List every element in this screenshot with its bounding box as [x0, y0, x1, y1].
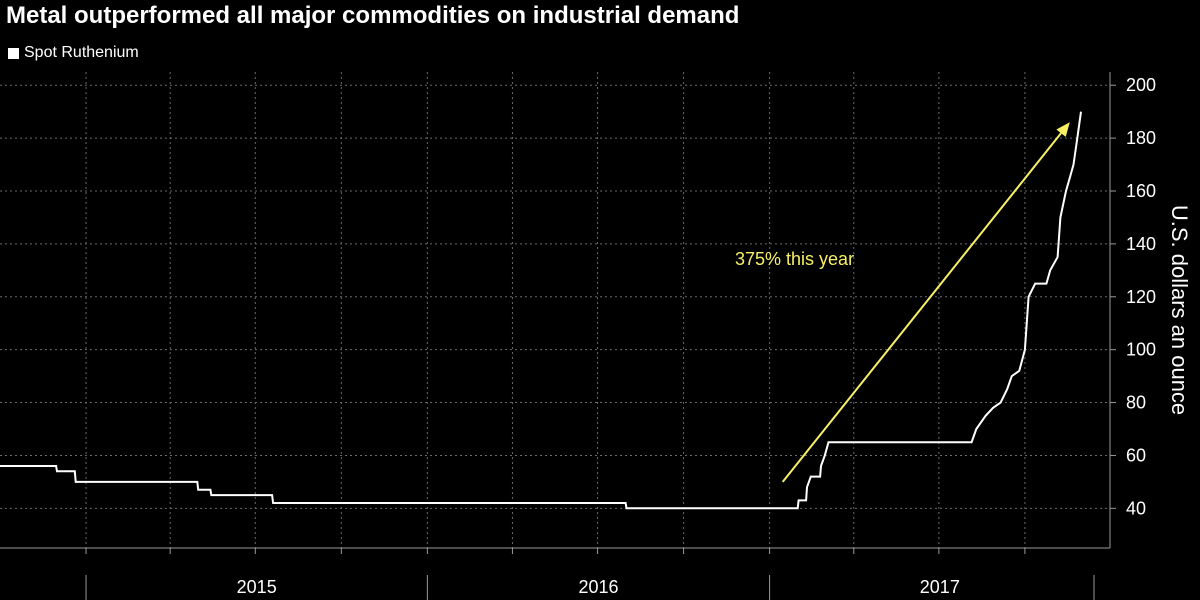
annotation: 375% this year [735, 122, 1070, 483]
legend-swatch [8, 47, 19, 59]
annotation-text: 375% this year [735, 249, 854, 269]
y-tick-labels: 40 60 80 100 120 140 160 180 200 [1110, 75, 1156, 518]
x-year-label: 2016 [578, 577, 618, 597]
y-tick-label: 60 [1126, 445, 1146, 465]
y-tick-label: 200 [1126, 75, 1156, 95]
x-year-label: 2017 [920, 577, 960, 597]
grid [0, 72, 1110, 548]
x-tick-marks [85, 548, 1095, 600]
y-axis-label: U.S. dollars an ounce [1167, 205, 1192, 415]
x-year-label: 2015 [237, 577, 277, 597]
y-tick-label: 160 [1126, 181, 1156, 201]
year-labels: 2015 2016 2017 [237, 577, 960, 597]
chart-title: Metal outperformed all major commodities… [6, 2, 740, 29]
y-tick-label: 180 [1126, 128, 1156, 148]
y-tick-label: 40 [1126, 498, 1146, 518]
series-line-spot-ruthenium [0, 111, 1082, 510]
legend: Spot Ruthenium [8, 44, 139, 62]
axes [0, 72, 1111, 549]
legend-label: Spot Ruthenium [24, 44, 139, 61]
annotation-arrow-head [1056, 122, 1070, 137]
y-tick-label: 100 [1126, 340, 1156, 360]
y-tick-label: 120 [1126, 287, 1156, 307]
y-tick-label: 80 [1126, 393, 1146, 413]
annotation-arrow [781, 132, 1062, 483]
y-tick-label: 140 [1126, 234, 1156, 254]
